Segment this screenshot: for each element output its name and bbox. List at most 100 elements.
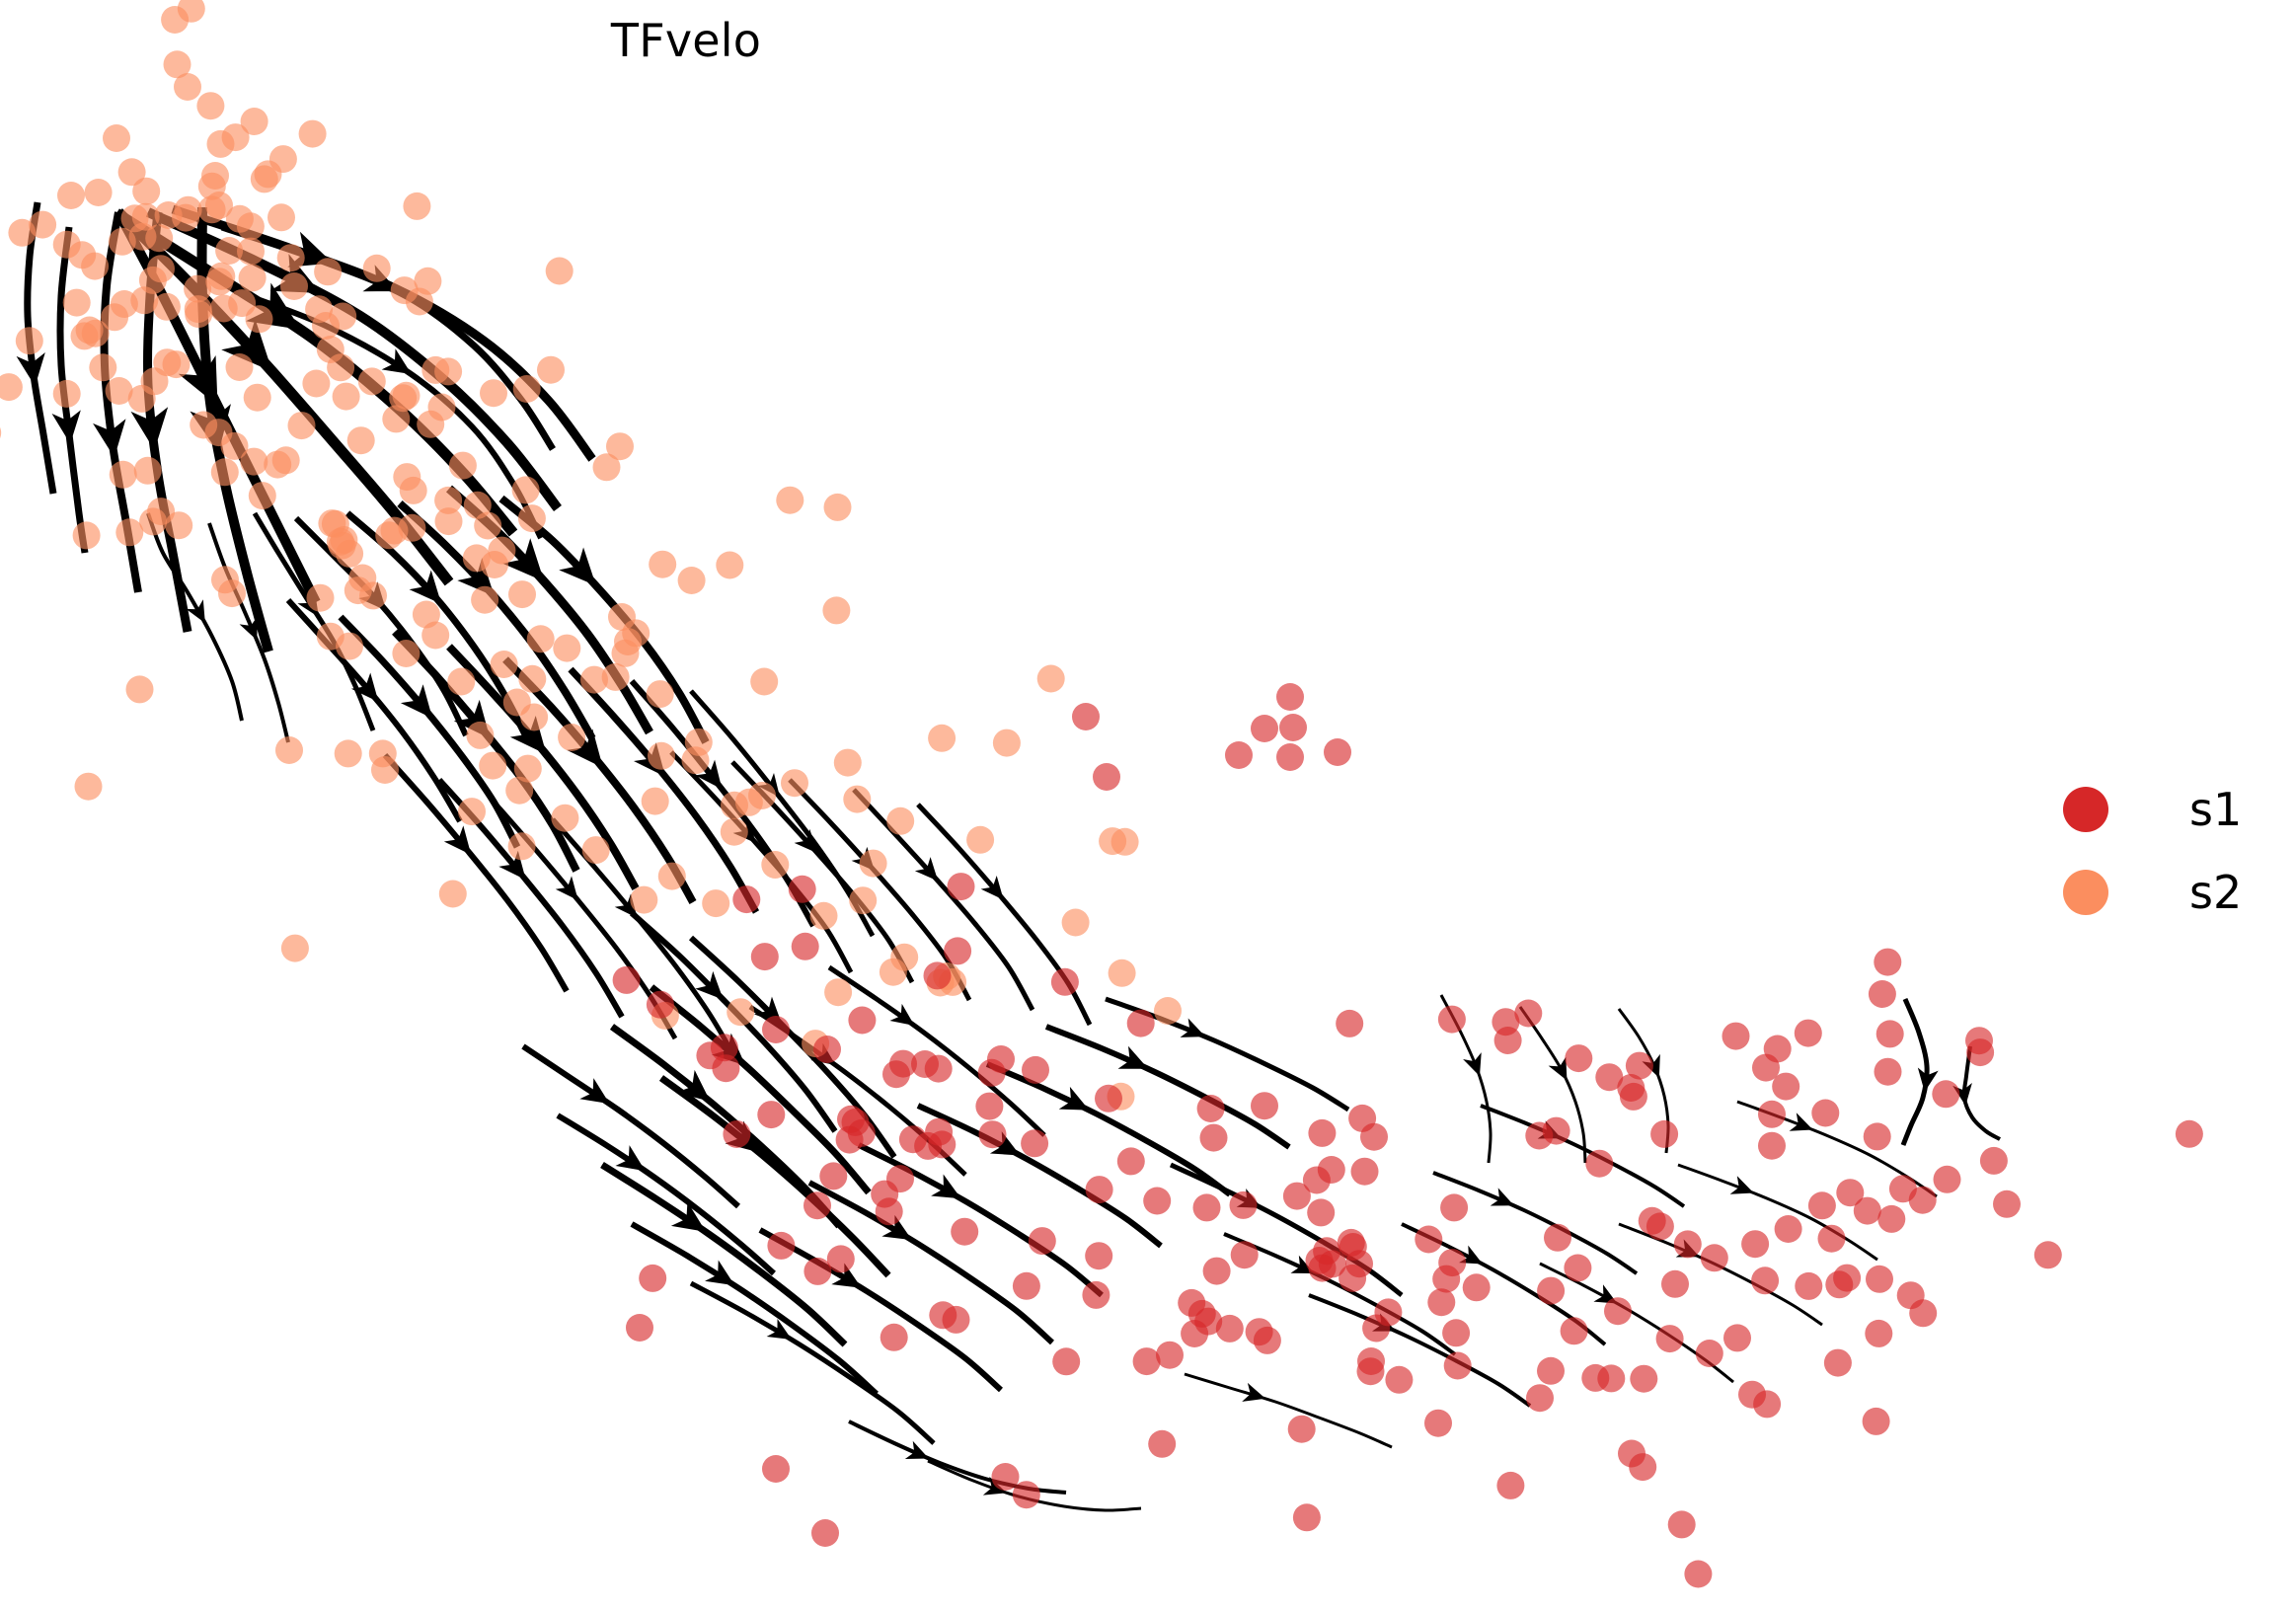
scatter-point-s1 <box>1052 1347 1081 1376</box>
scatter-point-s2 <box>421 621 450 650</box>
scatter-point-s2 <box>750 667 779 696</box>
scatter-point-s2 <box>314 258 343 286</box>
scatter-point-s1 <box>1525 1121 1554 1150</box>
scatter-point-s2 <box>248 482 276 510</box>
scatter-point-s2 <box>105 377 133 405</box>
scatter-point-s1 <box>1544 1223 1571 1252</box>
streamline-arrow-icon <box>186 599 205 624</box>
scatter-point-s2 <box>608 603 636 631</box>
scatter-point-s2 <box>890 943 919 971</box>
scatter-point-s1 <box>1896 1281 1925 1310</box>
legend-item-s1[interactable]: s1 <box>2063 768 2242 851</box>
scatter-point-s1 <box>1282 1182 1311 1210</box>
streamline-arrow-icon <box>889 1003 915 1026</box>
streamline-arrow-icon <box>16 352 45 387</box>
scatter-point-s2 <box>399 476 427 504</box>
scatter-point-s1 <box>1833 1264 1862 1292</box>
scatter-point-s1 <box>1993 1190 2021 1218</box>
scatter-point-s1 <box>1194 1307 1223 1336</box>
scatter-point-s1 <box>1021 1129 1049 1158</box>
scatter-point-s2 <box>125 675 154 704</box>
scatter-point-s1 <box>1415 1225 1443 1254</box>
scatter-point-s2 <box>606 432 634 461</box>
scatter-point-s1 <box>1253 1326 1281 1354</box>
scatter-point-s2 <box>154 201 183 229</box>
scatter-point-s1 <box>804 1191 831 1220</box>
scatter-point-s1 <box>975 1092 1004 1120</box>
streamline-arrow-icon <box>670 1201 707 1232</box>
streamline <box>1900 998 1939 1146</box>
streamline-arrow-icon <box>502 538 545 582</box>
legend: s1 s2 <box>2063 768 2242 934</box>
scatter-point-s2 <box>336 632 363 660</box>
streamline <box>758 1227 1004 1393</box>
scatter-point-s2 <box>327 353 355 382</box>
scatter-point-s1 <box>788 875 816 903</box>
scatter-point-s1 <box>929 1301 957 1330</box>
scatter-point-s1 <box>1604 1297 1632 1326</box>
scatter-point-s1 <box>1807 1191 1836 1220</box>
scatter-point-s2 <box>57 182 85 209</box>
scatter-point-s1 <box>1866 1265 1893 1293</box>
scatter-point-s1 <box>1853 1196 1881 1225</box>
scatter-point-s2 <box>886 806 915 835</box>
scatter-point-s2 <box>81 252 110 280</box>
streamline <box>916 1103 1163 1249</box>
scatter-point-s1 <box>1862 1407 1890 1435</box>
legend-item-s2[interactable]: s2 <box>2063 851 2242 934</box>
scatter-point-s1 <box>1308 1118 1337 1147</box>
scatter-point-s1 <box>819 1162 848 1190</box>
scatter-point-s2 <box>412 600 440 629</box>
scatter-point-s1 <box>1758 1131 1786 1160</box>
scatter-point-s2 <box>657 862 686 890</box>
scatter-point-s2 <box>630 885 658 914</box>
scatter-point-s2 <box>131 202 160 231</box>
scatter-point-s1 <box>1440 1193 1469 1222</box>
scatter-point-s2 <box>254 160 282 189</box>
streamline-arrow-icon <box>1463 1052 1482 1077</box>
streamline-arrow-icon <box>1729 1176 1754 1194</box>
streamline-arrow-icon <box>881 1214 912 1241</box>
streamline <box>1677 1163 1878 1262</box>
scatter-point-s2 <box>225 353 254 381</box>
scatter-point-s1 <box>2175 1119 2203 1148</box>
scatter-point-s1 <box>1772 1072 1800 1101</box>
scatter-point-s2 <box>215 237 244 265</box>
scatter-point-s2 <box>174 73 201 101</box>
scatter-point-s2 <box>1061 908 1090 937</box>
scatter-point-s2 <box>438 880 467 908</box>
scatter-point-s1 <box>1126 1009 1155 1037</box>
legend-marker-s1 <box>2063 787 2108 832</box>
scatter-point-s2 <box>581 836 610 865</box>
scatter-point-s1 <box>1424 1409 1452 1437</box>
scatter-point-s1 <box>947 873 975 901</box>
scatter-point-s1 <box>1432 1265 1461 1293</box>
scatter-point-s2 <box>390 276 419 305</box>
scatter-point-s2 <box>776 486 804 514</box>
scatter-point-s2 <box>463 491 492 519</box>
scatter-point-s1 <box>978 1120 1007 1149</box>
streamline-arrow-icon <box>239 616 258 641</box>
streamline-arrow-icon <box>1117 1045 1149 1069</box>
scatter-point-s2 <box>517 504 546 533</box>
streamline-arrow-icon <box>400 684 433 719</box>
legend-label-s2: s2 <box>2189 866 2243 919</box>
scatter-point-s2 <box>138 266 167 294</box>
streamline-arrow-icon <box>567 729 603 768</box>
scatter-point-s1 <box>1093 763 1120 791</box>
scatter-point-s2 <box>553 634 581 662</box>
scatter-point-s2 <box>205 268 234 296</box>
scatter-point-s2 <box>161 6 190 34</box>
scatter-point-s1 <box>847 1118 876 1147</box>
scatter-point-s1 <box>1888 1175 1917 1203</box>
streamline-arrow-icon <box>766 1318 793 1341</box>
streamlines-layer <box>16 201 2001 1512</box>
streamline <box>146 512 244 722</box>
scatter-point-s1 <box>1537 1356 1565 1385</box>
scatter-point-s2 <box>702 889 730 918</box>
scatter-point-s2 <box>992 729 1021 757</box>
streamline-arrow-icon <box>1490 1188 1514 1206</box>
streamline-arrow-icon <box>555 876 578 901</box>
scatter-point-s1 <box>1276 683 1304 711</box>
